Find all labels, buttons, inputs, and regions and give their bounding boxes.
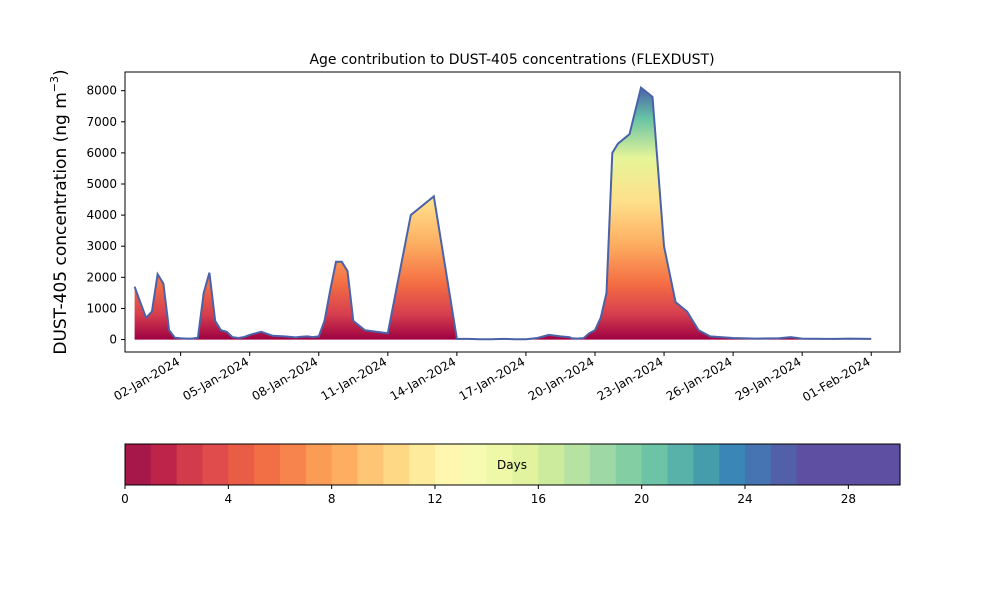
colorbar-cell <box>641 444 669 485</box>
colorbar-tick-label: 28 <box>841 492 856 506</box>
colorbar-cell <box>770 444 798 485</box>
y-tick-label: 8000 <box>86 84 117 98</box>
y-axis: 0 1000 2000 3000 4000 5000 6000 7000 8000 <box>86 84 125 347</box>
colorbar-cell <box>280 444 307 485</box>
x-tick-label: 02-Jan-2024 <box>111 354 182 403</box>
x-tick-label: 01-Feb-2024 <box>800 354 873 404</box>
colorbar-cell <box>331 444 359 485</box>
colorbar-cell <box>745 444 772 485</box>
colorbar-cell <box>305 444 333 485</box>
y-tick-label: 7000 <box>86 115 117 129</box>
y-tick-label: 5000 <box>86 177 117 191</box>
x-axis: 02-Jan-202405-Jan-202408-Jan-202411-Jan-… <box>111 352 873 404</box>
colorbar-cell <box>538 444 565 485</box>
x-tick-label: 08-Jan-2024 <box>249 354 320 403</box>
age-contribution-area <box>134 87 872 340</box>
chart-title: Age contribution to DUST-405 concentrati… <box>309 52 714 68</box>
x-tick-label: 26-Jan-2024 <box>664 354 735 403</box>
x-tick-label: 17-Jan-2024 <box>457 354 528 403</box>
colorbar-cell <box>150 444 178 485</box>
colorbar-tick-label: 0 <box>121 492 129 506</box>
x-tick-label: 11-Jan-2024 <box>319 354 390 403</box>
colorbar-cell <box>202 444 229 485</box>
y-axis-label-main: DUST-405 concentration (ng m <box>51 92 71 354</box>
y-tick-label: 4000 <box>86 208 117 222</box>
colorbar-cell <box>176 444 204 485</box>
colorbar-cells <box>125 444 901 485</box>
colorbar-cell <box>357 444 384 485</box>
colorbar-cell <box>590 444 617 485</box>
colorbar-tick-label: 8 <box>328 492 336 506</box>
colorbar-frame <box>124 443 901 486</box>
colorbar-tick-label: 12 <box>427 492 442 506</box>
total-line <box>133 85 872 341</box>
x-tick-label: 23-Jan-2024 <box>595 354 666 403</box>
colorbar-ticks: 0 4 8 12 16 20 24 28 <box>121 485 856 506</box>
colorbar-cell <box>254 444 281 485</box>
x-tick-label: 20-Jan-2024 <box>526 354 597 403</box>
x-tick-label: 05-Jan-2024 <box>180 354 251 403</box>
total-concentration-line <box>133 85 872 341</box>
colorbar-cell <box>848 444 875 485</box>
colorbar-cell <box>719 444 746 485</box>
colorbar-cell <box>874 444 901 485</box>
colorbar-cell <box>615 444 643 485</box>
colorbar-cell <box>512 444 539 485</box>
colorbar-cell <box>409 444 436 485</box>
colorbar-cell <box>383 444 410 485</box>
colorbar-cell <box>693 444 720 485</box>
y-tick-label: 0 <box>109 333 117 347</box>
colorbar-cell <box>822 444 849 485</box>
colorbar-cell <box>435 444 462 485</box>
x-tick-label: 29-Jan-2024 <box>733 354 804 403</box>
colorbar-cell <box>460 444 488 485</box>
plot-frame <box>124 71 901 353</box>
colorbar-cell <box>228 444 255 485</box>
age-area-fill <box>134 87 872 340</box>
y-axis-label: DUST-405 concentration (ng m−3) <box>48 69 71 354</box>
colorbar-label: Days <box>497 458 527 472</box>
colorbar-tick-label: 16 <box>531 492 546 506</box>
colorbar: Days 0 4 8 12 16 20 24 28 <box>121 443 901 506</box>
y-tick-label: 1000 <box>86 301 117 315</box>
y-axis-label-close: ) <box>51 69 71 76</box>
y-tick-label: 6000 <box>86 146 117 160</box>
x-tick-label: 14-Jan-2024 <box>388 354 459 403</box>
y-tick-label: 3000 <box>86 239 117 253</box>
colorbar-cell <box>125 444 152 485</box>
colorbar-cell <box>486 444 514 485</box>
y-tick-label: 2000 <box>86 270 117 284</box>
colorbar-cell <box>667 444 694 485</box>
colorbar-tick-label: 4 <box>225 492 233 506</box>
colorbar-cell <box>564 444 591 485</box>
colorbar-cell <box>796 444 824 485</box>
y-axis-label-sup: −3 <box>48 76 61 92</box>
colorbar-tick-label: 24 <box>737 492 752 506</box>
colorbar-tick-label: 20 <box>634 492 649 506</box>
